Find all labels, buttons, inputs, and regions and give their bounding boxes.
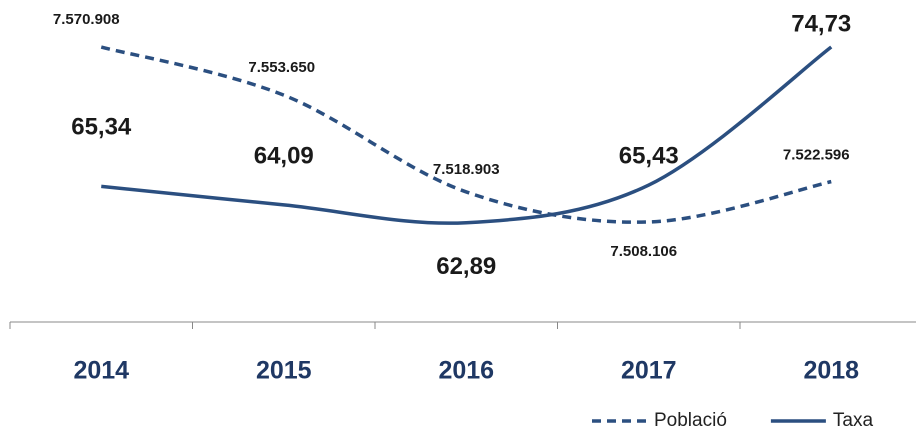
data-label: 7.570.908 [53, 11, 120, 28]
line [100, 45, 832, 224]
x-tick-label: 2016 [438, 357, 494, 385]
data-label: 7.508.106 [610, 243, 677, 260]
line [101, 45, 833, 225]
data-label: 7.518.903 [433, 161, 500, 178]
x-tick-label: 2014 [73, 357, 129, 385]
data-label: 65,43 [619, 142, 679, 169]
data-label: 7.553.650 [248, 59, 315, 76]
data-label: 7.522.596 [783, 147, 850, 164]
data-label: 65,34 [71, 114, 132, 141]
x-tick-label: 2015 [256, 357, 312, 385]
legend-label: Taxa [833, 410, 874, 431]
x-tick-label: 2017 [621, 357, 677, 385]
data-label: 74,73 [791, 10, 851, 37]
legend-label: Població [654, 410, 727, 431]
data-label: 62,89 [436, 253, 496, 280]
x-tick-label: 2018 [803, 357, 859, 385]
data-label: 64,09 [254, 142, 314, 169]
